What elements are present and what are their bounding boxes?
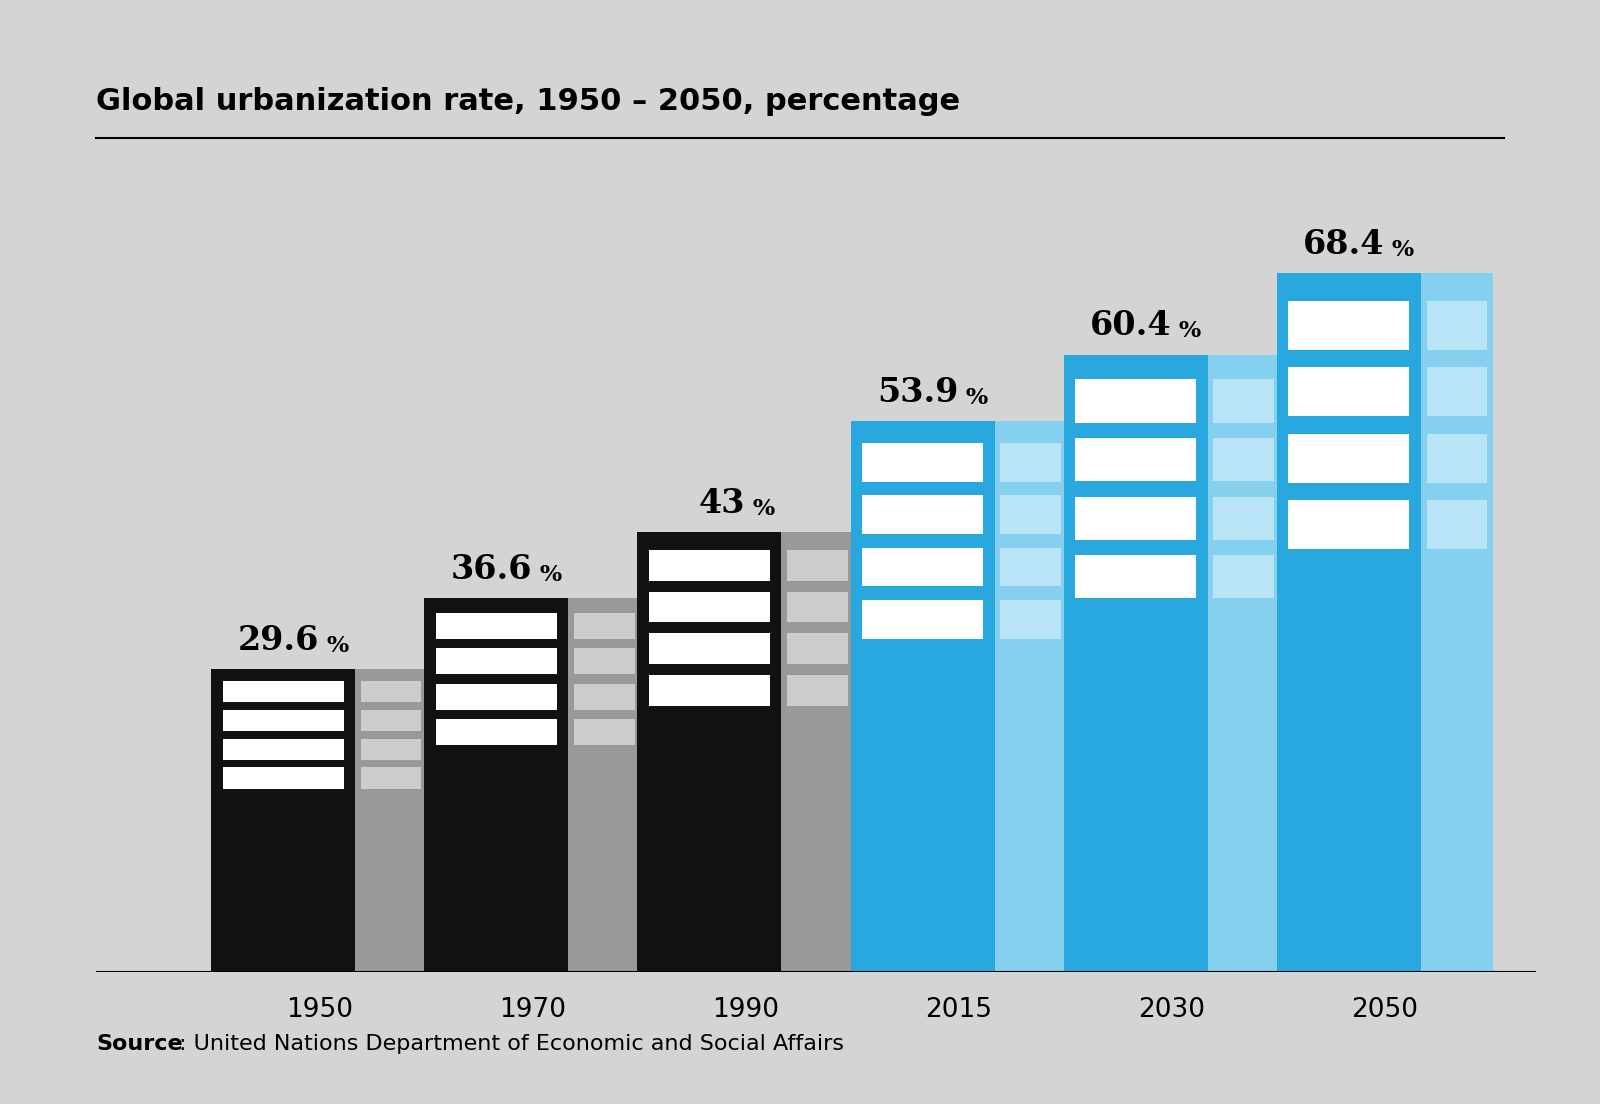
Bar bbox=[787, 634, 848, 665]
Bar bbox=[787, 592, 848, 623]
Bar bbox=[862, 548, 982, 586]
Bar bbox=[435, 613, 557, 639]
Bar bbox=[435, 648, 557, 675]
Bar bbox=[650, 592, 770, 623]
Bar bbox=[1000, 599, 1061, 638]
Bar bbox=[862, 496, 982, 534]
Text: %: % bbox=[1179, 320, 1202, 342]
Text: 1970: 1970 bbox=[499, 997, 566, 1023]
Bar bbox=[787, 676, 848, 705]
Bar bbox=[222, 739, 344, 760]
Bar bbox=[650, 676, 770, 705]
Bar bbox=[1213, 380, 1274, 423]
Bar bbox=[211, 669, 355, 972]
Bar bbox=[1208, 354, 1280, 972]
Bar bbox=[222, 681, 344, 702]
Bar bbox=[1421, 273, 1493, 972]
Bar bbox=[435, 719, 557, 745]
Text: 2050: 2050 bbox=[1352, 997, 1418, 1023]
Bar bbox=[787, 550, 848, 581]
Bar bbox=[222, 767, 344, 788]
Bar bbox=[362, 710, 421, 731]
Text: 1950: 1950 bbox=[286, 997, 352, 1023]
Bar bbox=[574, 719, 635, 745]
Text: 68.4: 68.4 bbox=[1304, 227, 1384, 261]
Bar bbox=[574, 648, 635, 675]
Bar bbox=[1427, 368, 1486, 416]
Bar bbox=[362, 739, 421, 760]
Text: %: % bbox=[326, 635, 349, 657]
Bar bbox=[435, 683, 557, 710]
Bar bbox=[1213, 438, 1274, 481]
Text: : United Nations Department of Economic and Social Affairs: : United Nations Department of Economic … bbox=[179, 1034, 845, 1054]
Text: 2030: 2030 bbox=[1138, 997, 1205, 1023]
Bar bbox=[1288, 368, 1410, 416]
Bar bbox=[574, 613, 635, 639]
Bar bbox=[1000, 443, 1061, 481]
Bar bbox=[650, 634, 770, 665]
Bar bbox=[1427, 500, 1486, 549]
Bar bbox=[1075, 497, 1197, 540]
Bar bbox=[1213, 555, 1274, 598]
Bar bbox=[851, 421, 995, 972]
Bar bbox=[1277, 273, 1421, 972]
Bar bbox=[568, 597, 640, 972]
Text: Global urbanization rate, 1950 – 2050, percentage: Global urbanization rate, 1950 – 2050, p… bbox=[96, 87, 960, 116]
Bar bbox=[1427, 301, 1486, 350]
Bar bbox=[862, 443, 982, 481]
Text: %: % bbox=[539, 563, 562, 585]
Text: %: % bbox=[966, 386, 989, 408]
Text: %: % bbox=[1392, 238, 1414, 261]
Text: 1990: 1990 bbox=[712, 997, 779, 1023]
Text: %: % bbox=[752, 498, 774, 520]
Bar bbox=[781, 532, 853, 972]
Bar bbox=[362, 767, 421, 788]
Bar bbox=[1288, 500, 1410, 549]
Bar bbox=[637, 532, 781, 972]
Bar bbox=[1427, 434, 1486, 482]
Bar bbox=[862, 599, 982, 638]
Bar bbox=[1075, 380, 1197, 423]
Bar bbox=[1288, 434, 1410, 482]
Bar bbox=[1075, 438, 1197, 481]
Text: 53.9: 53.9 bbox=[877, 375, 958, 408]
Bar bbox=[1075, 555, 1197, 598]
Bar bbox=[1064, 354, 1208, 972]
Bar bbox=[355, 669, 427, 972]
Bar bbox=[362, 681, 421, 702]
Bar bbox=[1000, 496, 1061, 534]
Text: 29.6: 29.6 bbox=[238, 624, 318, 657]
Bar bbox=[1213, 497, 1274, 540]
Bar bbox=[650, 550, 770, 581]
Text: Source: Source bbox=[96, 1034, 182, 1054]
Text: 36.6: 36.6 bbox=[451, 552, 533, 585]
Bar bbox=[1288, 301, 1410, 350]
Bar bbox=[995, 421, 1067, 972]
Text: 60.4: 60.4 bbox=[1090, 309, 1171, 342]
Text: 43: 43 bbox=[699, 487, 746, 520]
Bar bbox=[574, 683, 635, 710]
Text: 2015: 2015 bbox=[925, 997, 992, 1023]
Bar bbox=[222, 710, 344, 731]
Bar bbox=[424, 597, 568, 972]
Bar bbox=[1000, 548, 1061, 586]
